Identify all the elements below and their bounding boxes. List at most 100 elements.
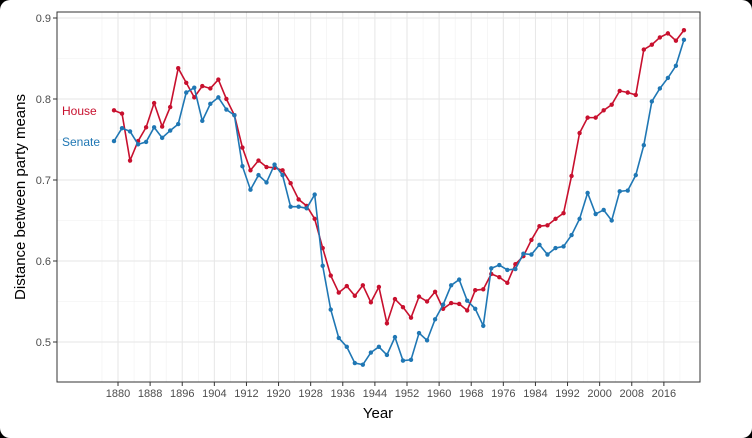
senate-data-point [665, 75, 671, 81]
senate-data-point [617, 189, 622, 194]
senate-data-point [119, 125, 125, 131]
senate-data-point [135, 142, 141, 147]
house-data-point [256, 158, 261, 163]
senate-data-point [336, 335, 341, 341]
house-data-point [200, 83, 205, 89]
house-data-point [360, 283, 366, 288]
senate-series-label: Senate [62, 135, 100, 149]
senate-data-point [392, 334, 398, 340]
senate-data-point [448, 283, 454, 288]
senate-data-point [649, 99, 655, 104]
house-data-point [416, 294, 422, 299]
house-data-point [312, 216, 317, 222]
senate-data-point [184, 90, 189, 95]
y-tick-label: 0.6 [36, 256, 51, 268]
senate-data-point [159, 135, 165, 141]
senate-data-point [625, 188, 630, 193]
senate-data-point [176, 121, 181, 127]
house-data-point [224, 96, 229, 102]
senate-data-point [424, 338, 430, 343]
senate-data-point [561, 244, 566, 249]
senate-data-point [609, 218, 614, 223]
y-tick-label: 0.7 [36, 175, 51, 187]
senate-data-point [456, 277, 462, 282]
senate-data-point [280, 172, 285, 178]
senate-data-point [481, 323, 486, 328]
series-layer [111, 27, 687, 367]
house-data-point [216, 77, 221, 82]
senate-data-point [473, 306, 478, 311]
x-tick-label: 1912 [234, 388, 258, 400]
senate-data-point [593, 211, 598, 217]
house-data-point [561, 210, 566, 216]
house-data-point [176, 66, 181, 71]
senate-data-point [272, 162, 277, 167]
senate-data-point [545, 252, 550, 257]
house-data-point [384, 321, 390, 326]
house-data-point [585, 115, 590, 120]
house-data-point [593, 115, 598, 120]
house-data-point [376, 284, 382, 290]
house-data-point [641, 47, 647, 52]
senate-data-point [216, 95, 221, 100]
senate-data-point [248, 187, 253, 192]
senate-data-point [440, 302, 446, 307]
senate-data-point [513, 266, 518, 272]
senate-data-point [569, 232, 574, 238]
x-tick-label: 1960 [427, 388, 451, 400]
senate-data-point [577, 216, 582, 222]
plot-panel-border [56, 11, 701, 383]
x-tick-label: 1904 [202, 388, 226, 400]
house-data-point [184, 80, 189, 85]
x-tick-label: 1880 [106, 388, 130, 400]
x-tick-label: 1984 [523, 388, 547, 400]
house-data-point [344, 283, 349, 289]
house-data-point [408, 315, 414, 320]
house-data-point [432, 289, 438, 294]
house-data-point [497, 274, 502, 280]
x-tick-label: 1936 [331, 388, 355, 400]
x-tick-label: 1976 [491, 388, 515, 400]
senate-data-point [328, 307, 333, 312]
senate-data-point [232, 112, 237, 118]
senate-data-point [384, 352, 390, 358]
x-tick-label: 1928 [298, 388, 322, 400]
house-data-point [448, 300, 454, 306]
x-tick-label: 1952 [395, 388, 419, 400]
house-data-point [336, 290, 341, 295]
house-data-point [625, 90, 630, 95]
x-tick-label: 2008 [620, 388, 644, 400]
y-tick-label: 0.8 [36, 94, 51, 106]
house-data-point [151, 100, 157, 106]
house-data-point [545, 223, 550, 228]
house-data-point [456, 301, 462, 307]
senate-data-point [521, 251, 526, 256]
senate-data-point [376, 344, 382, 350]
house-data-point [119, 111, 125, 116]
senate-data-point [360, 362, 366, 367]
senate-data-point [368, 350, 374, 355]
house-data-point [657, 35, 663, 40]
senate-data-point [681, 37, 687, 43]
house-data-point [248, 168, 253, 173]
house-series-label: House [62, 104, 97, 118]
senate-data-point [505, 267, 510, 273]
senate-data-point [151, 125, 157, 130]
senate-data-point [633, 172, 638, 178]
house-data-point [280, 168, 285, 173]
house-data-point [681, 27, 687, 33]
house-data-point [424, 299, 430, 304]
senate-data-point [529, 252, 534, 257]
house-data-point [392, 296, 398, 302]
senate-data-point [192, 85, 197, 90]
house-data-point [537, 223, 542, 229]
axis-ticks: 1880 1888 1896 1904 1912 1920 1928 1936 1944 1952… [36, 13, 676, 400]
senate-data-point [240, 164, 245, 169]
house-data-point [465, 308, 470, 313]
senate-data-point [200, 118, 205, 124]
senate-data-point [312, 192, 317, 197]
senate-data-point [416, 330, 422, 336]
senate-data-point [111, 138, 117, 144]
house-data-point [240, 145, 245, 150]
x-tick-label: 1888 [138, 388, 162, 400]
